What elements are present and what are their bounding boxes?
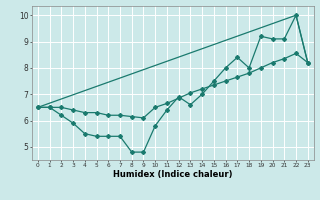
X-axis label: Humidex (Indice chaleur): Humidex (Indice chaleur) [113, 170, 233, 179]
